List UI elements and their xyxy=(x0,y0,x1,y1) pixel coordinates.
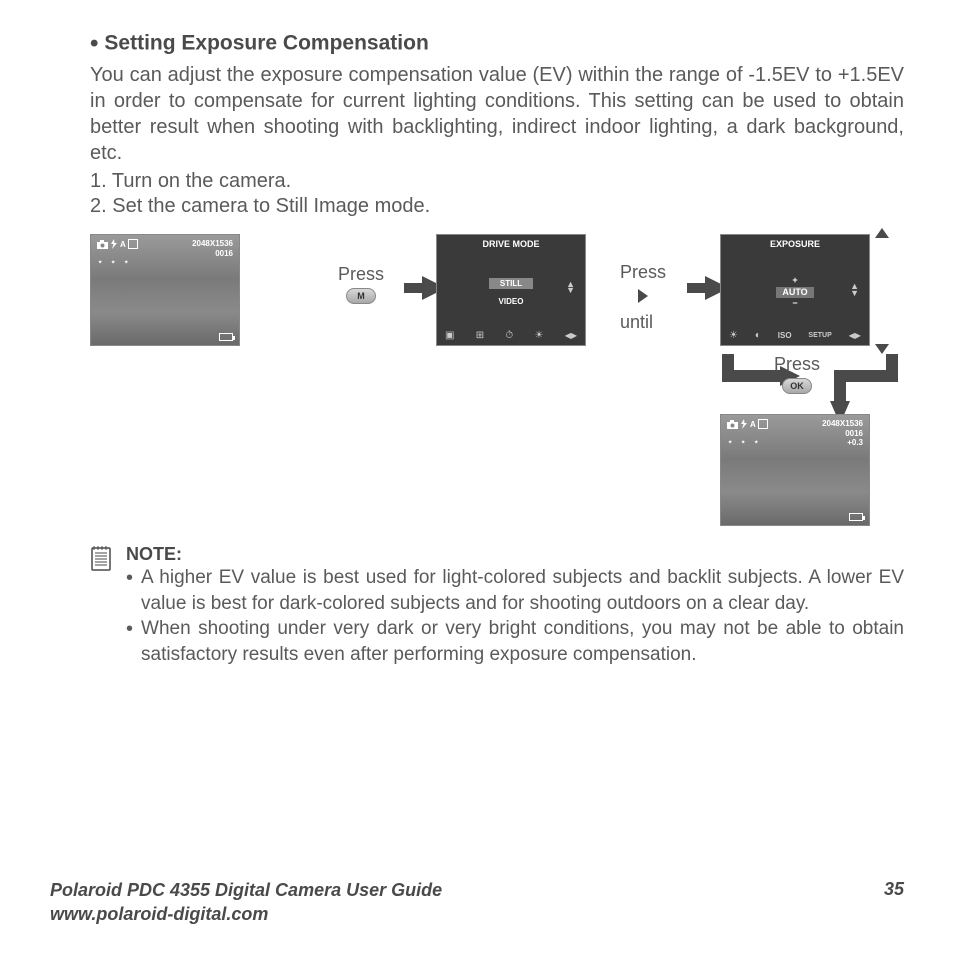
exposure-tab-icons: ☀ ◐ ISO SETUP ◀▶ xyxy=(729,330,861,341)
footer-guide: Polaroid PDC 4355 Digital Camera User Gu… xyxy=(50,879,442,902)
section-heading: • Setting Exposure Compensation xyxy=(90,30,904,58)
steps-list: 1. Turn on the camera. 2. Set the camera… xyxy=(90,170,904,218)
drive-opt-video: VIDEO xyxy=(489,296,533,307)
intro-paragraph: You can adjust the exposure compensation… xyxy=(90,62,904,166)
ev-value: +0.3 xyxy=(822,438,863,448)
lcd-status-icons-2: A xyxy=(727,419,768,429)
note-item-2: • When shooting under very dark or very … xyxy=(126,616,904,667)
step-2: 2. Set the camera to Still Image mode. xyxy=(90,195,904,218)
footer-left: Polaroid PDC 4355 Digital Camera User Gu… xyxy=(50,879,442,926)
ev-plus: + xyxy=(721,275,869,287)
flash-mode: A xyxy=(120,240,126,249)
press-label-3: Press xyxy=(774,354,820,375)
setup-label: SETUP xyxy=(808,332,831,339)
note-text-2: When shooting under very dark or very br… xyxy=(141,616,904,667)
nav-arrows-icon-2: ◀▶ xyxy=(849,331,861,340)
battery-icon-2 xyxy=(849,513,863,521)
tab-icon-3: ⏱ xyxy=(505,330,513,341)
bullet-icon: • xyxy=(90,30,98,57)
note-icon xyxy=(90,546,112,668)
menu-tab-icons: ▣ ⊞ ⏱ ☀ ◀▶ xyxy=(445,330,577,341)
bullet-icon-n1: • xyxy=(126,565,133,616)
scroll-arrows-icon: ▲▼ xyxy=(566,281,575,294)
press-label-2: Press xyxy=(620,262,666,283)
mode-box xyxy=(128,239,138,249)
flash-icon xyxy=(110,239,118,249)
lcd-screen-preview-2: A 2048X1536 0016 +0.3 ⋆ ⋆ ⋆ xyxy=(720,414,870,526)
camera-icon-2 xyxy=(727,420,738,429)
note-text-1: A higher EV value is best used for light… xyxy=(141,565,904,616)
exposure-values: + AUTO − xyxy=(721,275,869,310)
lcd-screen-drive-mode: DRIVE MODE STILL VIDEO ▲▼ ▣ ⊞ ⏱ ☀ ◀▶ xyxy=(436,234,586,346)
tab-icon-1: ▣ xyxy=(445,330,454,341)
until-label: until xyxy=(620,312,653,333)
page-number: 35 xyxy=(884,879,904,926)
lcd-screen-exposure: EXPOSURE + AUTO − ▲▼ ☀ ◐ ISO SETUP ◀▶ xyxy=(720,234,870,346)
lcd-status-icons: A xyxy=(97,239,138,249)
lcd-resolution: 2048X1536 0016 xyxy=(192,239,233,258)
page-footer: Polaroid PDC 4355 Digital Camera User Gu… xyxy=(50,879,904,926)
ok-button: OK xyxy=(782,378,812,394)
exposure-title: EXPOSURE xyxy=(721,235,869,249)
right-arrow-icon xyxy=(638,289,648,303)
note-item-1: • A higher EV value is best used for lig… xyxy=(126,565,904,616)
ev-auto: AUTO xyxy=(776,287,813,299)
battery-icon xyxy=(219,333,233,341)
drive-opt-still: STILL xyxy=(489,278,533,289)
ev-minus: − xyxy=(721,298,869,310)
quality-stars: ⋆ ⋆ ⋆ xyxy=(97,257,131,268)
lcd-screen-preview-1: A 2048X1536 0016 ⋆ ⋆ ⋆ xyxy=(90,234,240,346)
step-1: 1. Turn on the camera. xyxy=(90,170,904,193)
up-triangle-icon xyxy=(875,228,889,238)
tab-icon-4: ☀ xyxy=(534,330,543,341)
m-button: M xyxy=(346,288,376,304)
res-value-2: 2048X1536 xyxy=(822,419,863,429)
drive-options: STILL VIDEO xyxy=(437,273,585,309)
quality-stars-2: ⋆ ⋆ ⋆ xyxy=(727,437,761,448)
note-body: NOTE: • A higher EV value is best used f… xyxy=(126,544,904,668)
brightness-icon: ☀ xyxy=(729,330,738,341)
bullet-icon-n2: • xyxy=(126,616,133,667)
iso-label: ISO xyxy=(778,331,792,340)
res-value: 2048X1536 xyxy=(192,239,233,249)
scroll-arrows-icon-2: ▲▼ xyxy=(850,283,859,296)
count-value-2: 0016 xyxy=(822,429,863,439)
note-label: NOTE: xyxy=(126,544,904,565)
count-value: 0016 xyxy=(192,249,233,259)
nav-arrows-icon: ◀▶ xyxy=(565,331,577,340)
note-section: NOTE: • A higher EV value is best used f… xyxy=(90,544,904,668)
heading-text: Setting Exposure Compensation xyxy=(104,32,428,55)
footer-url: www.polaroid-digital.com xyxy=(50,903,442,926)
press-label-1: Press xyxy=(338,264,384,285)
flash-mode-2: A xyxy=(750,420,756,429)
flash-icon-2 xyxy=(740,419,748,429)
lcd-resolution-2: 2048X1536 0016 +0.3 xyxy=(822,419,863,448)
contrast-icon: ◐ xyxy=(755,330,761,341)
instruction-diagram: A 2048X1536 0016 ⋆ ⋆ ⋆ Press M DRIVE MOD… xyxy=(90,234,904,534)
tab-icon-2: ⊞ xyxy=(476,330,484,341)
camera-icon xyxy=(97,240,108,249)
drive-mode-title: DRIVE MODE xyxy=(437,235,585,249)
mode-box-2 xyxy=(758,419,768,429)
